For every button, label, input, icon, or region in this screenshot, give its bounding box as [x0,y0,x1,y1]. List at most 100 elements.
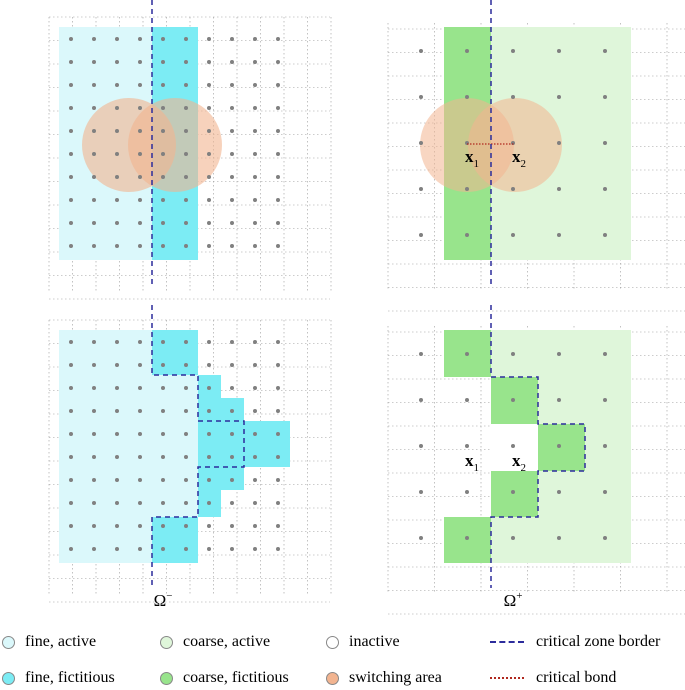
coarse-node [557,187,561,191]
fine-node [276,524,280,528]
fine-node [230,198,234,202]
fine-node [207,547,211,551]
fine-node [253,60,257,64]
fine-node [115,547,119,551]
fine-node [138,198,142,202]
fine-node [184,501,188,505]
panel-coarse-omega-plus [387,305,685,615]
fine-node [69,244,73,248]
fine-node [253,409,257,413]
fine-node [92,547,96,551]
panel-coarse-overlap [387,0,685,312]
fine-node [115,221,119,225]
fine-node [253,386,257,390]
fine-node [115,363,119,367]
fine-node [230,455,234,459]
coarse-node [603,187,607,191]
fine-node [253,129,257,133]
coarse-node [511,49,515,53]
fine-node [230,363,234,367]
coarse-node [419,141,423,145]
fine-node [115,340,119,344]
coarse-node [465,352,469,356]
omega-plus-label: Ω+ [504,590,523,610]
fine-node [253,340,257,344]
fine-node [92,432,96,436]
fine-node [161,175,165,179]
x2-bottom-base: x [512,451,521,470]
legend-coarse-active-label: coarse, active [183,633,271,650]
fine-node [184,221,188,225]
dotted-line-icon [490,677,524,679]
fine-node [276,409,280,413]
coarse-node [557,233,561,237]
fine-node [253,455,257,459]
fine-node [92,129,96,133]
fine-node [115,198,119,202]
fine-node [207,83,211,87]
fine-node [92,386,96,390]
fine-node [138,106,142,110]
fine-node [207,221,211,225]
fine-node [92,198,96,202]
fine-node [230,175,234,179]
fine-node [69,175,73,179]
fine-node [138,455,142,459]
legend-inactive-label: inactive [349,633,400,650]
coarse-node [603,352,607,356]
coarse-node [419,233,423,237]
x1-bottom-sub: 1 [474,462,480,474]
coarse-node [557,444,561,448]
coarse-node [465,95,469,99]
fine-node [253,221,257,225]
fine-node [69,455,73,459]
fine-node [207,409,211,413]
fine-node [161,83,165,87]
fine-node [138,386,142,390]
fine-node [161,244,165,248]
fine-node [92,175,96,179]
fine-node [276,478,280,482]
coarse-node [557,490,561,494]
fine-node [207,37,211,41]
legend-coarse-fictitious: coarse, fictitious [160,668,289,688]
fine-node [69,83,73,87]
fine-node [207,478,211,482]
fine-node [207,501,211,505]
coarse-fictitious-cell [491,471,538,517]
fine-node [253,501,257,505]
fine-node [69,409,73,413]
fine-node [161,221,165,225]
fine-node [230,37,234,41]
dashed-line-icon [490,641,524,643]
fine-node [138,37,142,41]
legend-fine-fictitious: fine, fictitious [2,668,115,688]
legend-coarse-active: coarse, active [160,632,270,652]
fine-node [138,340,142,344]
fine-node [92,60,96,64]
coarse-fictitious-swatch-icon [160,671,173,685]
fine-node [184,198,188,202]
fine-node [207,524,211,528]
omega-minus-superscript: − [166,590,172,602]
fine-node [184,129,188,133]
fine-node [276,221,280,225]
x2-top-base: x [512,147,521,166]
fine-node [253,432,257,436]
coarse-node [511,444,515,448]
fine-node [207,386,211,390]
coarse-node [603,49,607,53]
fine-node [92,363,96,367]
fine-node [230,83,234,87]
fine-node [115,37,119,41]
x1-top-base: x [465,147,474,166]
fine-fictitious-cell [152,517,198,563]
fine-node [253,37,257,41]
fine-node [161,409,165,413]
fine-node [276,60,280,64]
fine-node [276,198,280,202]
fine-node [92,244,96,248]
fine-node [69,106,73,110]
fine-node [115,386,119,390]
fine-node [115,152,119,156]
